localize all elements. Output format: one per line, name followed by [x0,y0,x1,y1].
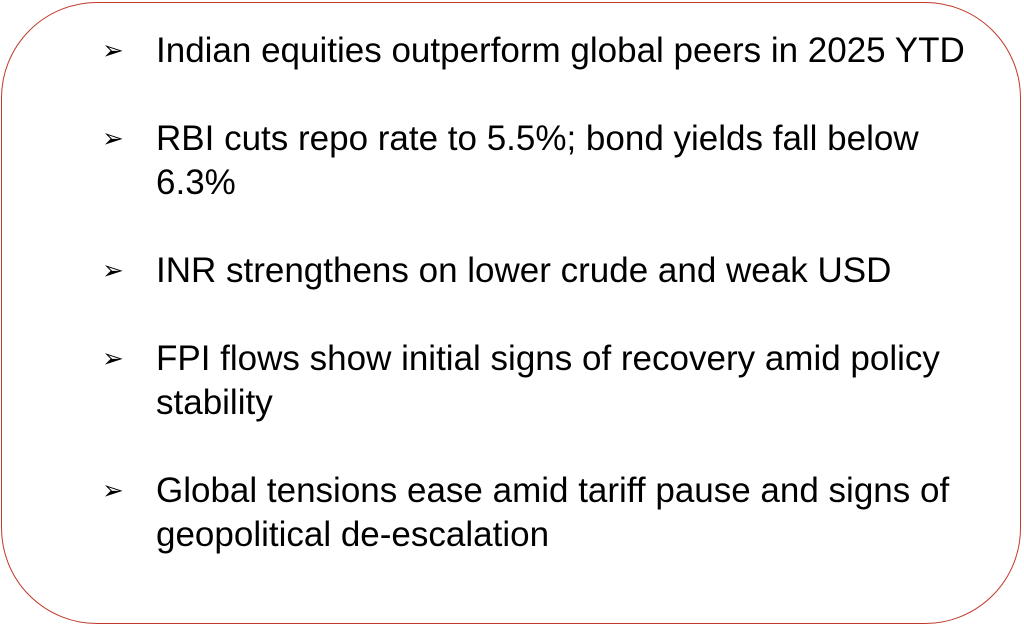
arrow-bullet-icon: ➢ [102,256,124,286]
list-item: ➢ Global tensions ease amid tariff pause… [102,469,1002,557]
arrow-bullet-icon: ➢ [102,124,124,154]
list-item: ➢ Indian equities outperform global peer… [102,29,1002,73]
list-item: ➢ RBI cuts repo rate to 5.5%; bond yield… [102,117,1002,205]
bullet-list: ➢ Indian equities outperform global peer… [102,29,1002,601]
arrow-bullet-icon: ➢ [102,344,124,374]
arrow-bullet-icon: ➢ [102,476,124,506]
bullet-text: Indian equities outperform global peers … [156,31,965,70]
bullet-text: INR strengthens on lower crude and weak … [156,251,892,290]
bullet-text: RBI cuts repo rate to 5.5%; bond yields … [156,119,919,202]
list-item: ➢ FPI flows show initial signs of recove… [102,337,1002,425]
bullet-text: Global tensions ease amid tariff pause a… [156,471,950,554]
arrow-bullet-icon: ➢ [102,36,124,66]
bullet-text: FPI flows show initial signs of recovery… [156,339,940,422]
list-item: ➢ INR strengthens on lower crude and wea… [102,249,1002,293]
